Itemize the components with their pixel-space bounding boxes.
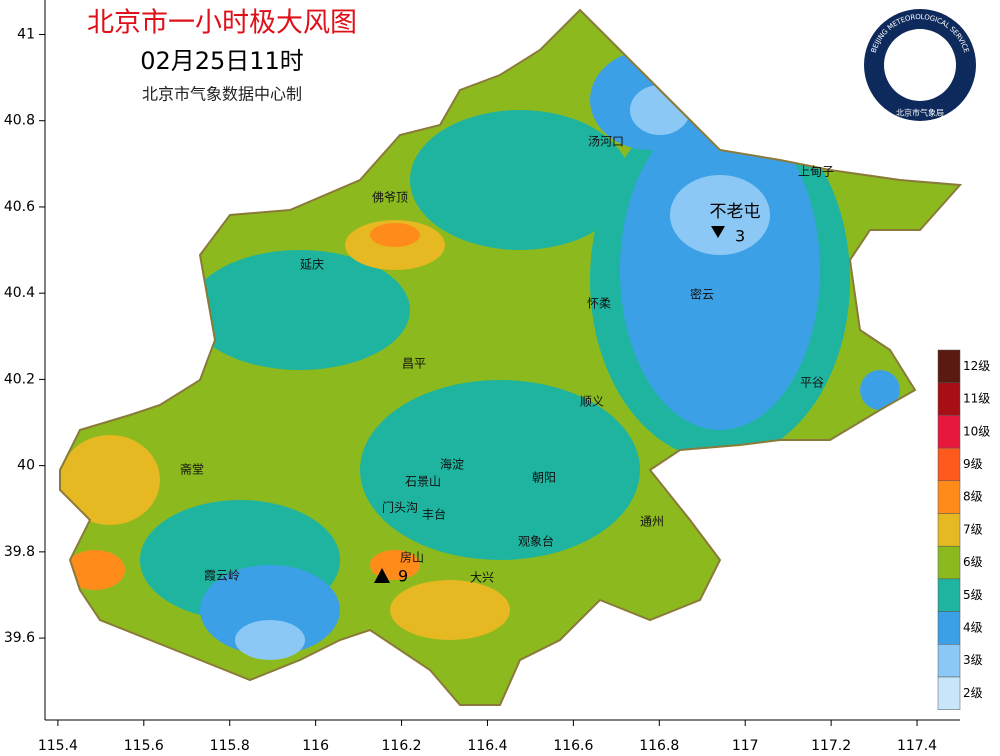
place: 密云 bbox=[690, 287, 714, 302]
legend-label: 4级 bbox=[963, 620, 983, 634]
place: 丰台 bbox=[422, 507, 446, 522]
extremes: 9 不老屯 3 bbox=[374, 202, 761, 586]
min-marker bbox=[711, 226, 725, 238]
place: 大兴 bbox=[470, 571, 494, 585]
legend-label: 7级 bbox=[963, 522, 983, 536]
x-tick-label: 116.8 bbox=[639, 738, 679, 754]
place: 上甸子 bbox=[798, 165, 834, 179]
y-tick-label: 40.8 bbox=[4, 113, 35, 129]
x-tick-label: 116 bbox=[302, 738, 329, 754]
place: 平谷 bbox=[800, 376, 824, 390]
legend-label: 5级 bbox=[963, 588, 983, 602]
legend-label: 2级 bbox=[963, 686, 983, 700]
legend-label: 12级 bbox=[963, 359, 990, 373]
legend-swatch bbox=[937, 611, 961, 645]
legend-label: 9级 bbox=[963, 457, 983, 471]
x-tick-label: 116.6 bbox=[553, 738, 593, 754]
logo: BEIJING METEOROLOGICAL SERVICE 北京市气象局 bbox=[864, 9, 976, 121]
legend-swatch bbox=[937, 382, 961, 416]
place: 霞云岭 bbox=[204, 569, 240, 583]
y-tick-label: 40.2 bbox=[4, 371, 35, 387]
y-tick-label: 39.8 bbox=[4, 544, 35, 560]
legend-swatch bbox=[937, 676, 961, 710]
legend-swatch bbox=[937, 349, 961, 383]
y-tick-label: 39.6 bbox=[4, 630, 35, 646]
x-tick-label: 116.2 bbox=[382, 738, 422, 754]
x-tick-label: 115.8 bbox=[210, 738, 250, 754]
place: 斋堂 bbox=[180, 462, 204, 477]
places: 汤河口 上甸子 佛爷顶 延庆 怀柔 密云 昌平 平谷 顺义 斋堂 海淀 石景山 … bbox=[180, 135, 834, 585]
x-tick-label: 117.2 bbox=[811, 738, 851, 754]
logo-inner bbox=[884, 29, 956, 101]
y-tick-label: 40.4 bbox=[4, 285, 35, 301]
legend-swatch bbox=[937, 513, 961, 547]
min-value: 3 bbox=[735, 227, 745, 246]
place: 门头沟 bbox=[382, 500, 418, 515]
place: 石景山 bbox=[405, 475, 441, 489]
place: 房山 bbox=[400, 550, 424, 565]
place: 昌平 bbox=[402, 357, 426, 371]
y-tick-label: 40 bbox=[17, 458, 35, 474]
x-tick-label: 116.4 bbox=[467, 738, 507, 754]
place: 佛爷顶 bbox=[372, 191, 408, 205]
legend-swatch bbox=[937, 644, 961, 678]
place: 海淀 bbox=[440, 457, 464, 472]
place: 通州 bbox=[640, 515, 664, 529]
place: 朝阳 bbox=[532, 471, 556, 485]
y-tick-label: 41 bbox=[17, 26, 35, 42]
subtitle: 北京市气象数据中心制 bbox=[142, 85, 302, 104]
time: 02月25日11时 bbox=[140, 47, 304, 75]
y-tick-label: 40.6 bbox=[4, 199, 35, 215]
legend-label: 3级 bbox=[963, 653, 983, 667]
legend-swatch bbox=[937, 447, 961, 482]
title: 北京市一小时极大风图 bbox=[87, 8, 357, 39]
legend-label: 11级 bbox=[963, 392, 990, 406]
x-tick-label: 117 bbox=[732, 738, 759, 754]
place: 顺义 bbox=[580, 395, 604, 409]
legend-label: 10级 bbox=[963, 424, 990, 438]
legend-label: 8级 bbox=[963, 490, 983, 504]
x-tick-label: 115.6 bbox=[124, 738, 164, 754]
x-tick-label: 117.4 bbox=[897, 738, 937, 754]
max-value: 9 bbox=[398, 567, 408, 586]
legend-swatch bbox=[937, 480, 961, 514]
legend-swatch bbox=[937, 578, 961, 612]
x-tick-label: 115.4 bbox=[38, 738, 78, 754]
min-name: 不老屯 bbox=[710, 202, 761, 222]
place: 怀柔 bbox=[587, 297, 611, 311]
place: 延庆 bbox=[300, 258, 324, 272]
logo-bottom: 北京市气象局 bbox=[896, 108, 944, 118]
legend-swatch bbox=[937, 415, 961, 449]
legend-label: 6级 bbox=[963, 555, 983, 569]
place: 汤河口 bbox=[588, 135, 624, 149]
place: 观象台 bbox=[518, 534, 554, 549]
max-marker bbox=[374, 568, 390, 583]
legend-swatch bbox=[937, 545, 961, 580]
